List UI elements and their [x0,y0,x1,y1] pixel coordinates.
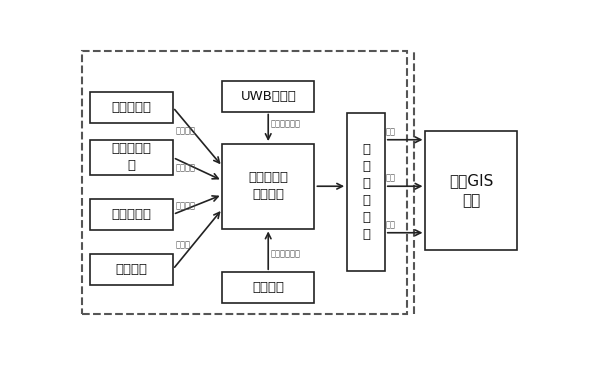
Text: 数
据
输
出
接
口: 数 据 输 出 接 口 [362,143,370,241]
Text: 速度: 速度 [385,174,396,183]
Text: 三维坐标校正: 三维坐标校正 [271,249,301,258]
Bar [90,140,173,175]
Text: 定位数据微
处理单元: 定位数据微 处理单元 [248,171,289,201]
Text: 振动传感器: 振动传感器 [111,208,152,221]
Bar [347,113,385,271]
Text: 定位标签: 定位标签 [253,281,284,294]
Text: UWB传感器: UWB传感器 [241,90,297,102]
Text: 位置: 位置 [385,127,396,137]
Bar [90,254,173,285]
Text: 姿态信息: 姿态信息 [175,163,195,172]
Text: 姿态: 姿态 [385,220,396,229]
Text: 三维坐标校正: 三维坐标校正 [271,120,301,129]
Bar [222,81,314,112]
Bar [425,131,518,250]
Bar [90,92,173,123]
Bar [222,144,314,228]
Text: 角速度: 角速度 [175,240,190,249]
Text: 真实方位: 真实方位 [175,127,195,136]
Text: 采区GIS
系统: 采区GIS 系统 [449,173,493,208]
Bar [90,199,173,230]
Text: 振动信息: 振动信息 [175,201,195,210]
Text: 惯性测量单
元: 惯性测量单 元 [111,142,152,172]
Text: 轴编码器: 轴编码器 [116,263,147,276]
Text: 方位传感器: 方位传感器 [111,101,152,114]
Bar [222,272,314,303]
